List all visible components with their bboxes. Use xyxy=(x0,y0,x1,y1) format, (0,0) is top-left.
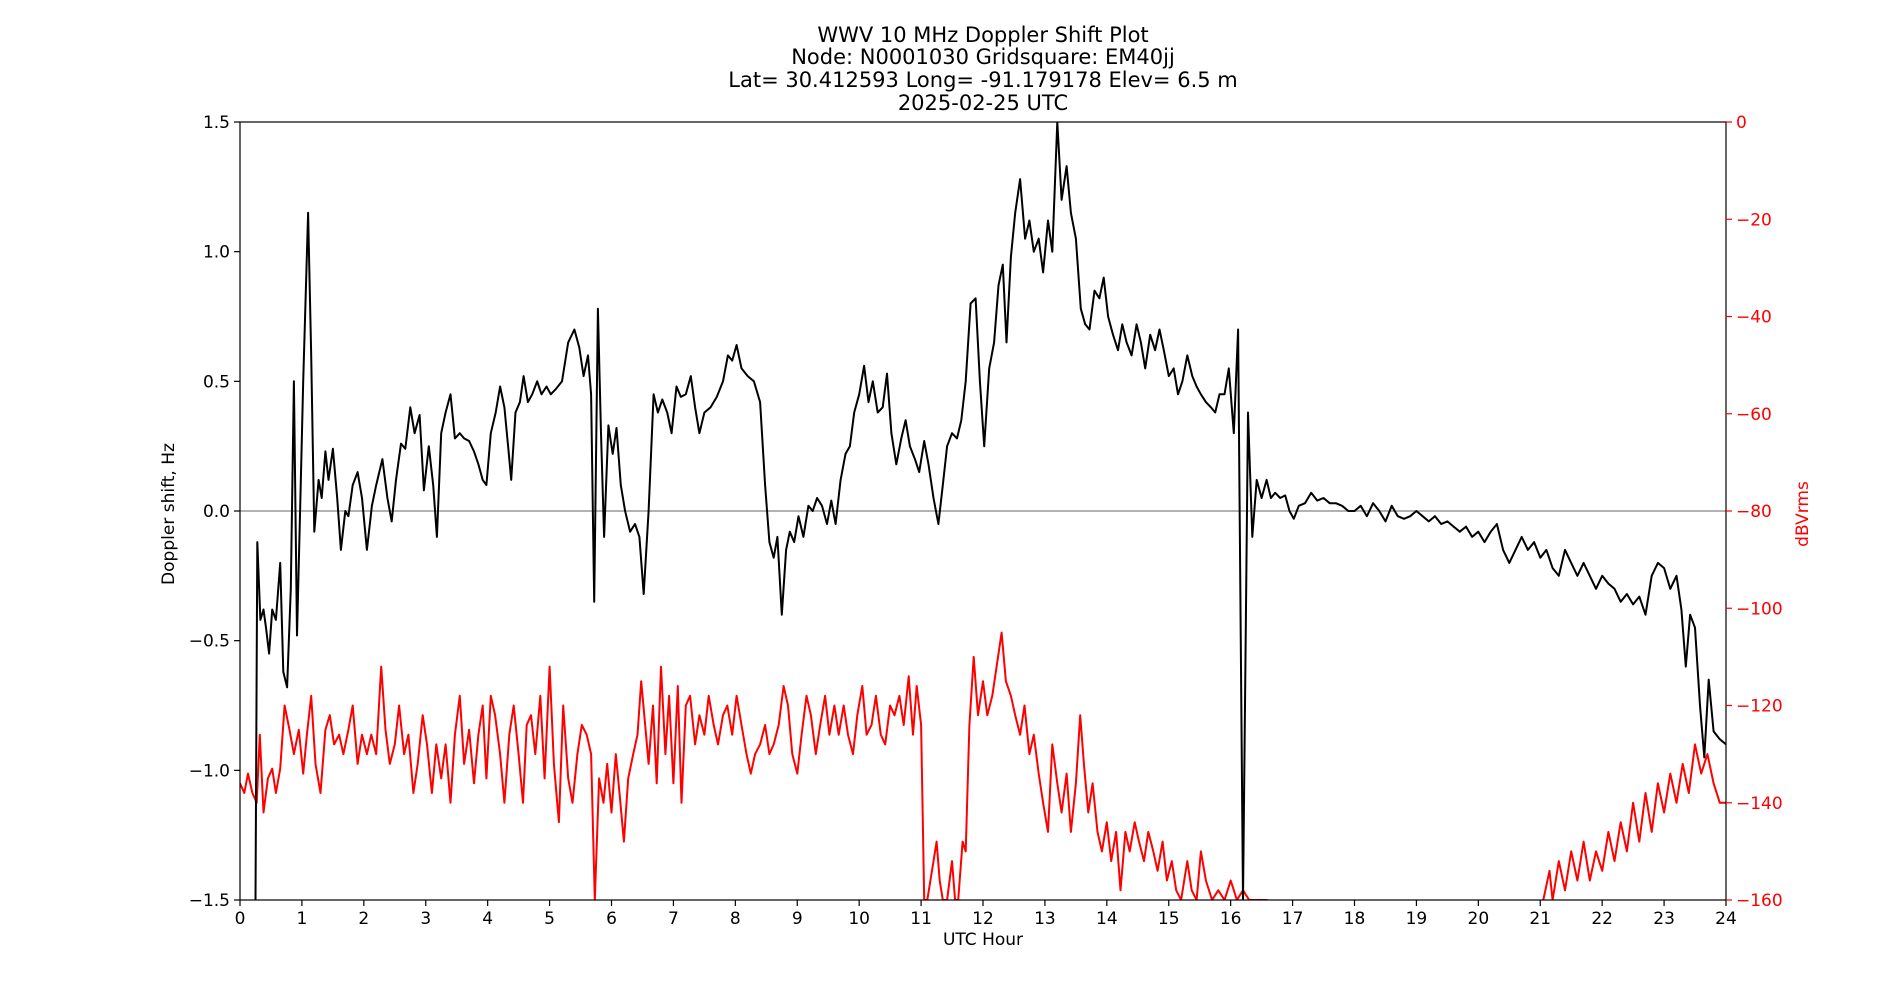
x-tick-label: 20 xyxy=(1468,909,1490,929)
x-tick-label: 22 xyxy=(1591,909,1613,929)
x-tick-label: 17 xyxy=(1282,909,1304,929)
y2-axis-label: dBVrms xyxy=(1793,481,1813,547)
series-group xyxy=(240,122,1726,900)
signal-power-line xyxy=(1542,743,1726,900)
title-line-4: 2025-02-25 UTC xyxy=(898,91,1068,115)
x-tick-label: 21 xyxy=(1529,909,1551,929)
x-tick-label: 9 xyxy=(792,909,803,929)
y2-tick-label: −80 xyxy=(1736,502,1772,522)
y2-tick-label: −100 xyxy=(1736,599,1783,619)
title-line-1: WWV 10 MHz Doppler Shift Plot xyxy=(817,23,1148,47)
x-tick-label: 0 xyxy=(235,909,246,929)
y2-tick-label: −140 xyxy=(1736,794,1783,814)
y2-tick-label: −160 xyxy=(1736,891,1783,911)
x-tick-label: 16 xyxy=(1220,909,1242,929)
doppler-shift-line xyxy=(254,122,1726,900)
y-tick-label: −0.5 xyxy=(189,632,230,652)
right-y-axis: −160 −140 −120 −100 −80 −60 −40 −20 0 xyxy=(1726,113,1783,911)
x-tick-label: 6 xyxy=(606,909,617,929)
x-tick-label: 12 xyxy=(972,909,994,929)
chart-title: WWV 10 MHz Doppler Shift Plot Node: N000… xyxy=(728,23,1237,115)
x-tick-label: 11 xyxy=(910,909,932,929)
x-axis-label: UTC Hour xyxy=(943,930,1023,950)
x-tick-label: 23 xyxy=(1653,909,1675,929)
x-tick-label: 7 xyxy=(668,909,679,929)
x-tick-label: 15 xyxy=(1158,909,1180,929)
x-tick-label: 13 xyxy=(1034,909,1056,929)
y2-tick-label: 0 xyxy=(1736,113,1747,133)
x-tick-label: 19 xyxy=(1406,909,1428,929)
y2-tick-label: −120 xyxy=(1736,697,1783,717)
x-tick-label: 5 xyxy=(544,909,555,929)
y-tick-label: 1.5 xyxy=(203,113,230,133)
y-tick-label: −1.0 xyxy=(189,761,230,781)
x-axis: 0 1 2 3 4 5 6 7 8 9 10 11 12 13 14 15 16 17 18 19 20 21 22 23 24 xyxy=(235,900,1737,929)
y2-tick-label: −60 xyxy=(1736,405,1772,425)
y-axis-label: Doppler shift, Hz xyxy=(159,443,179,585)
x-tick-label: 14 xyxy=(1096,909,1118,929)
x-tick-label: 1 xyxy=(297,909,308,929)
y2-tick-label: −20 xyxy=(1736,210,1772,230)
signal-power-line xyxy=(240,631,1268,900)
y2-tick-label: −40 xyxy=(1736,308,1772,328)
left-y-axis: −1.5 −1.0 −0.5 0.0 0.5 1.0 1.5 xyxy=(189,113,240,911)
y-tick-label: −1.5 xyxy=(189,891,230,911)
x-tick-label: 24 xyxy=(1715,909,1737,929)
x-tick-label: 2 xyxy=(358,909,369,929)
x-tick-label: 3 xyxy=(420,909,431,929)
x-tick-label: 18 xyxy=(1344,909,1366,929)
y-tick-label: 1.0 xyxy=(203,243,230,263)
x-tick-label: 8 xyxy=(730,909,741,929)
title-line-2: Node: N0001030 Gridsquare: EM40jj xyxy=(791,45,1175,69)
y-tick-label: 0.0 xyxy=(203,502,230,522)
y-tick-label: 0.5 xyxy=(203,372,230,392)
x-tick-label: 10 xyxy=(848,909,870,929)
x-tick-label: 4 xyxy=(482,909,493,929)
title-line-3: Lat= 30.412593 Long= -91.179178 Elev= 6.… xyxy=(728,68,1237,92)
